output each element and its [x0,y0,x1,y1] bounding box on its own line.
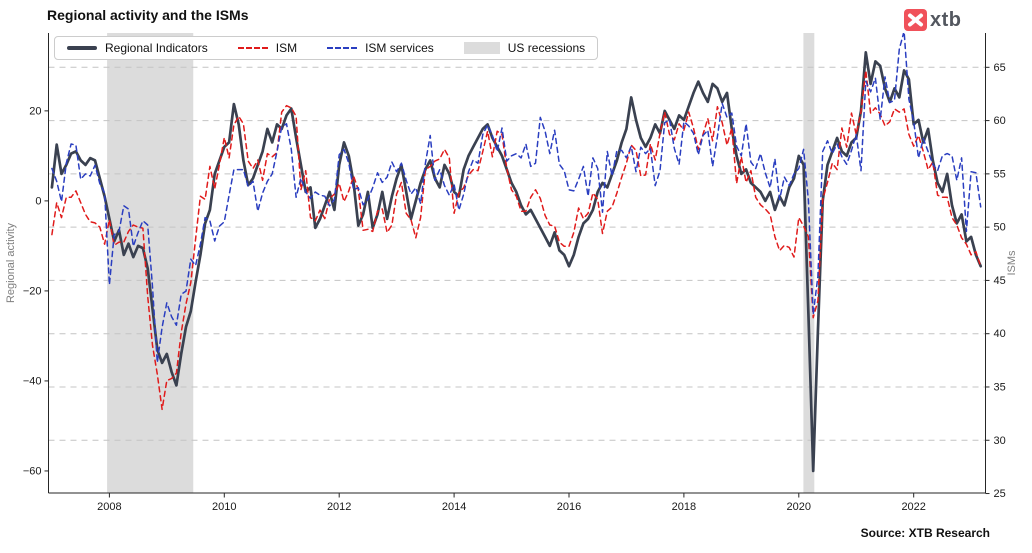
series-ism [51,69,982,411]
x-tick-label: 2022 [901,501,925,513]
x-tick-label: 2016 [557,501,581,513]
legend-label-regional-indicators: Regional Indicators [105,41,208,55]
regional-indicators-line-swatch [67,46,97,50]
x-tick-label: 2010 [212,501,236,513]
y-right-tick-label: 40 [994,328,1006,340]
y-right-tick-label: 25 [994,488,1006,500]
recession-bands [107,33,815,493]
source-note: Source: XTB Research [860,526,990,540]
y-left-tick-label: −40 [23,375,42,387]
legend: Regional Indicators ISM ISM services US … [54,36,599,60]
y-right-tick-label: 50 [994,222,1006,234]
xtb-logo-text: xtb [930,9,962,31]
recession-band [107,33,194,493]
chart-title: Regional activity and the ISMs [47,7,249,23]
y-left-tick-label: −60 [23,465,42,477]
x-tick-label: 2012 [327,501,351,513]
y-right-tick-label: 45 [994,275,1006,287]
x-tick-label: 2020 [787,501,811,513]
y-right-tick-label: 65 [994,62,1006,74]
y-right-tick-label: 35 [994,381,1006,393]
y-left-tick-label: −20 [23,285,42,297]
x-tick-label: 2008 [97,501,121,513]
axes [44,33,990,498]
y-left-tick-label: 0 [35,195,41,207]
x-tick-label: 2014 [442,501,466,513]
x-tick-label: 2018 [672,501,696,513]
legend-item-us-recessions: US recessions [463,41,586,55]
series-ism-services [51,33,982,364]
legend-item-regional-indicators: Regional Indicators [67,41,208,55]
xtb-logo-mark [904,9,927,31]
legend-item-ism-services: ISM services [327,41,434,55]
ism-services-line-swatch [327,47,358,49]
legend-item-ism: ISM [237,41,298,55]
xtb-logo: xtb [904,9,962,31]
us-recessions-swatch [463,42,500,54]
y-right-tick-label: 60 [994,115,1006,127]
y-right-axis-label: ISMs [1006,250,1018,276]
legend-label-ism-services: ISM services [365,41,434,55]
recession-band [803,33,815,493]
y-right-tick-label: 30 [994,435,1006,447]
legend-label-ism: ISM [275,41,298,55]
y-left-axis-label: Regional activity [5,222,17,303]
y-right-tick-label: 55 [994,168,1006,180]
tick-labels: 20 0 −20 −40 −60 65 60 55 50 45 40 35 30 25 2008 2010 20… [23,62,1006,513]
y-left-tick-label: 20 [29,105,41,117]
legend-label-us-recessions: US recessions [507,41,586,55]
ism-line-swatch [237,47,268,49]
x-icon [908,13,923,27]
